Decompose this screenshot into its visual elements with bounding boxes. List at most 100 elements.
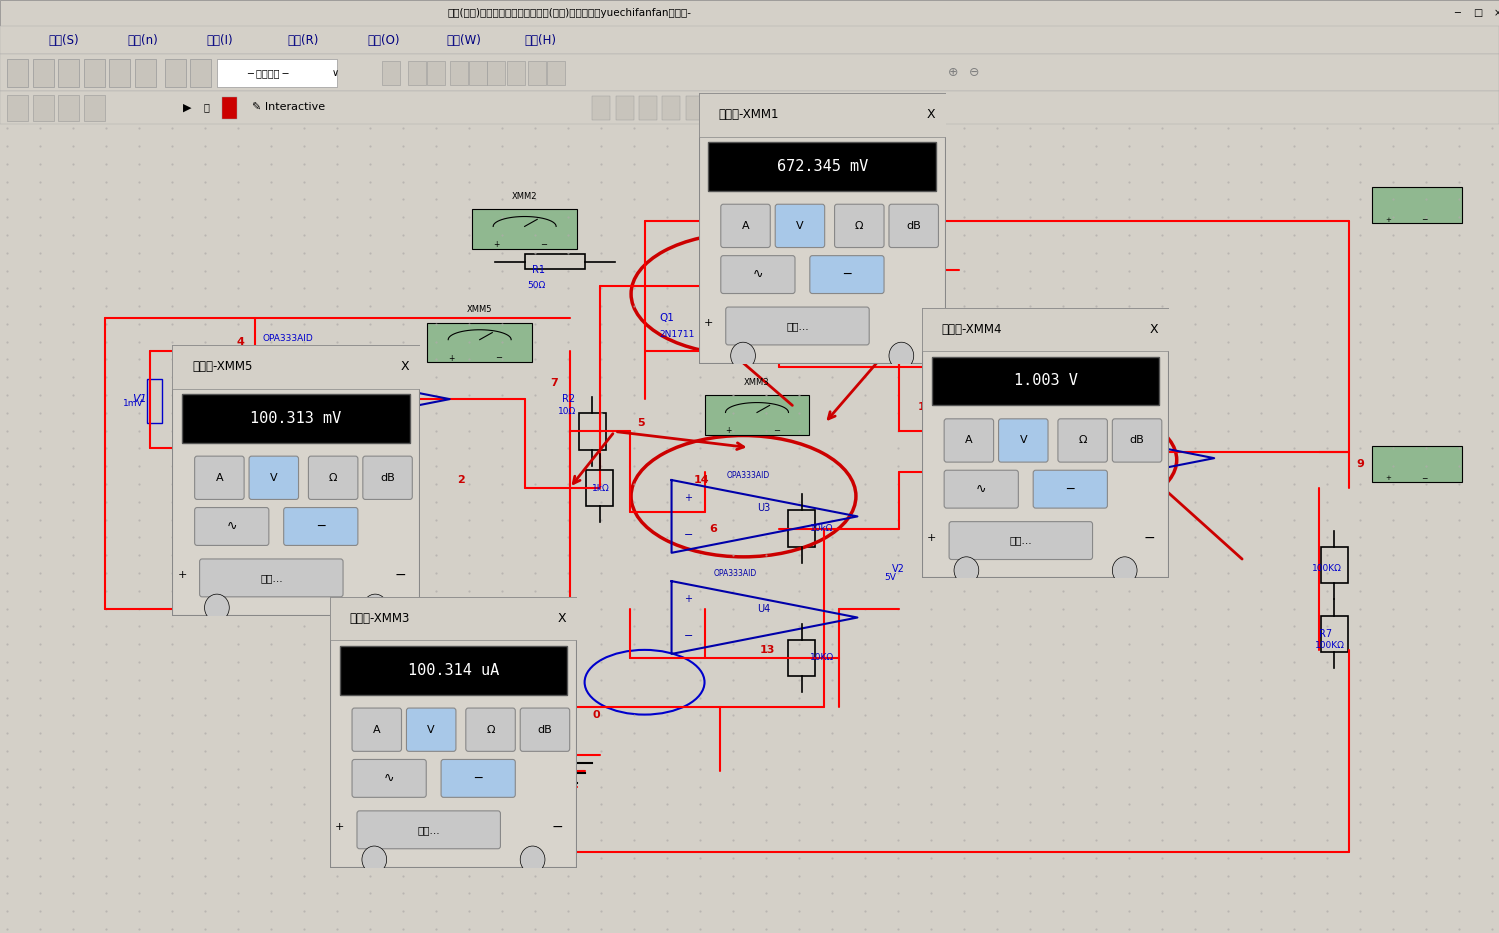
Text: 0: 0 [592,710,600,719]
Text: R7: R7 [1319,629,1333,639]
Text: +: + [448,354,454,363]
Text: ─: ─ [316,520,325,533]
Text: 4: 4 [237,338,244,347]
Text: ✎ Interactive: ✎ Interactive [252,103,325,112]
Bar [989,425,1049,439]
Text: 5V: 5V [884,573,896,581]
FancyBboxPatch shape [0,91,1499,124]
Text: 11: 11 [1024,338,1039,347]
Text: 设置...: 设置... [785,321,809,331]
FancyBboxPatch shape [58,95,79,121]
Text: +: + [493,241,499,249]
Text: 50Ω: 50Ω [528,282,546,290]
FancyBboxPatch shape [944,419,994,462]
Text: OPA333AID: OPA333AID [262,334,313,343]
FancyBboxPatch shape [58,59,79,87]
Text: −: − [772,426,779,436]
FancyBboxPatch shape [33,59,54,87]
Text: ⊖: ⊖ [968,66,980,79]
Text: A: A [373,725,381,734]
FancyBboxPatch shape [733,96,751,120]
Circle shape [363,594,388,621]
FancyBboxPatch shape [528,61,546,85]
Text: 1mV: 1mV [123,398,144,408]
Circle shape [204,594,229,621]
FancyBboxPatch shape [949,522,1093,560]
Text: 9: 9 [1357,459,1364,468]
FancyBboxPatch shape [1372,446,1462,482]
Text: 100.313 mV: 100.313 mV [250,411,342,425]
Text: U3: U3 [757,503,770,513]
FancyBboxPatch shape [7,59,28,87]
FancyBboxPatch shape [487,61,505,85]
FancyBboxPatch shape [835,204,884,247]
Text: ∿: ∿ [976,482,986,495]
FancyBboxPatch shape [721,204,770,247]
Text: Q1: Q1 [660,313,675,323]
Text: ─ 在用列表 ─: ─ 在用列表 ─ [247,68,289,77]
FancyBboxPatch shape [922,308,1169,351]
Text: 3: 3 [929,257,937,267]
Text: dB: dB [907,221,920,230]
Text: V2: V2 [892,564,905,574]
Text: X: X [400,360,409,373]
FancyBboxPatch shape [363,456,412,499]
Text: 选项(O): 选项(O) [367,34,400,47]
Circle shape [730,342,755,369]
Text: V: V [427,725,435,734]
FancyBboxPatch shape [775,204,824,247]
FancyBboxPatch shape [0,54,1499,91]
Text: Ω: Ω [854,221,863,230]
FancyBboxPatch shape [84,59,105,87]
Text: U2: U2 [1121,449,1135,458]
FancyBboxPatch shape [0,26,1499,54]
Text: 1.003 V: 1.003 V [1013,373,1078,388]
FancyBboxPatch shape [755,96,773,120]
FancyBboxPatch shape [699,93,946,136]
Text: 10Ω: 10Ω [558,407,576,416]
Text: 设置...: 设置... [1009,536,1033,546]
Text: 仿真(S): 仿真(S) [48,34,78,47]
Text: 10KΩ: 10KΩ [1007,427,1031,436]
Text: 13: 13 [760,645,775,655]
FancyBboxPatch shape [109,59,130,87]
Text: OPA333AID: OPA333AID [1094,495,1142,505]
Text: −: − [684,530,693,539]
Text: ⏸: ⏸ [204,103,210,112]
Text: ∿: ∿ [384,772,394,785]
Text: 电压(电流)运算放大器为什么要增大(减小)输入阻抗？yuechifanfan的博客-: 电压(电流)运算放大器为什么要增大(减小)输入阻抗？yuechifanfan的博… [448,8,691,18]
FancyBboxPatch shape [1112,419,1162,462]
Circle shape [520,846,546,873]
FancyBboxPatch shape [340,646,567,694]
Text: ∨: ∨ [333,68,339,77]
Circle shape [889,342,914,369]
Text: −: − [1144,531,1156,545]
FancyBboxPatch shape [547,61,565,85]
FancyBboxPatch shape [33,95,54,121]
Text: OPA333AID: OPA333AID [714,568,757,578]
Text: XMM2: XMM2 [511,192,538,201]
Text: +: + [684,594,691,605]
Bar [579,413,606,450]
FancyBboxPatch shape [721,256,794,294]
FancyBboxPatch shape [183,394,409,442]
Text: +: + [1385,216,1391,223]
FancyBboxPatch shape [507,61,525,85]
FancyBboxPatch shape [705,396,809,435]
FancyBboxPatch shape [663,96,681,120]
FancyBboxPatch shape [998,419,1048,462]
Text: −: − [1421,215,1427,224]
Text: V: V [270,473,277,482]
FancyBboxPatch shape [172,345,420,388]
Text: U1: U1 [360,386,373,396]
Text: X: X [558,612,567,625]
Text: −: − [552,820,564,834]
Text: □: □ [1474,8,1483,18]
FancyBboxPatch shape [382,61,400,85]
Text: 5: 5 [637,418,645,428]
Text: Ω: Ω [328,473,337,482]
Text: X: X [926,108,935,121]
Text: 窗口(W): 窗口(W) [447,34,481,47]
FancyBboxPatch shape [330,597,577,868]
FancyBboxPatch shape [616,96,634,120]
